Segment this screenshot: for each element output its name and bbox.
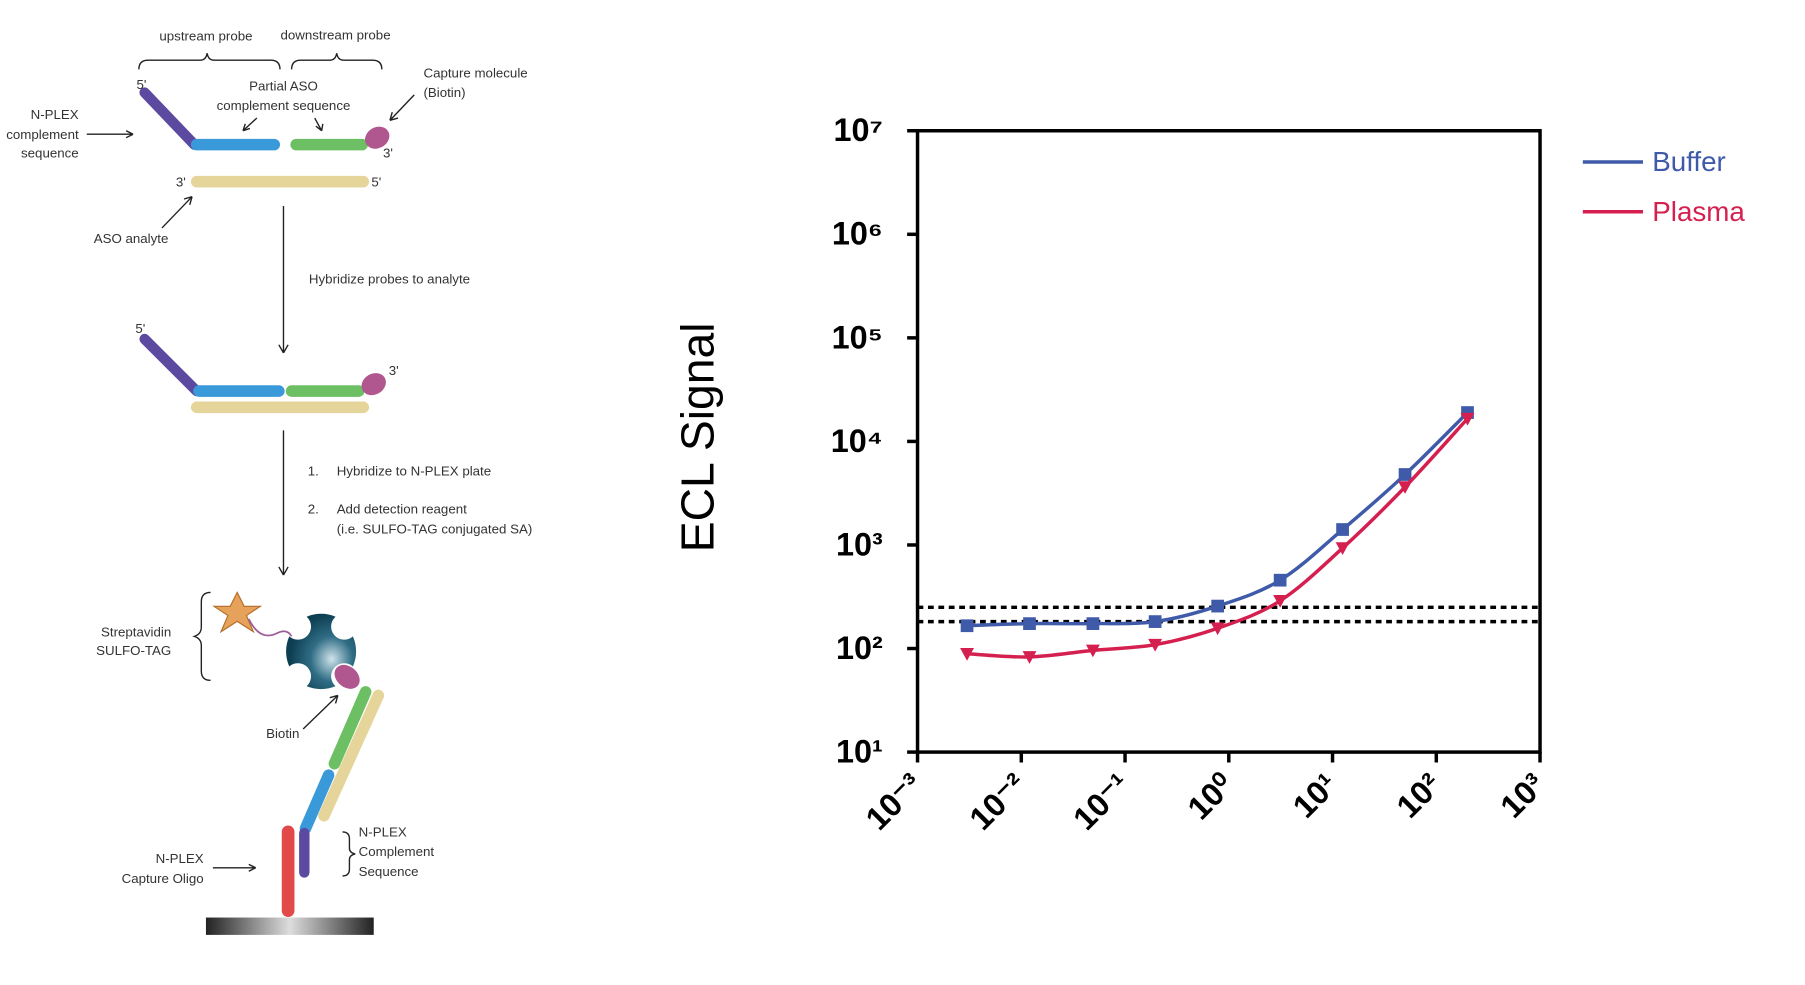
marker (1398, 468, 1412, 481)
diagram: upstream probe downstream probe Partial … (6, 27, 532, 935)
label: 3' (176, 174, 186, 189)
marker (1023, 617, 1036, 630)
label: Partial ASO complement sequence (217, 78, 351, 113)
label: Biotin (266, 726, 299, 741)
label: ASO analyte (94, 231, 169, 246)
x-tick-label: 10¹ (1286, 766, 1345, 825)
legend-label: Plasma (1652, 196, 1745, 227)
sulfo-tag (212, 591, 263, 634)
label: N-PLEX Complement Sequence (359, 825, 435, 879)
label: (i.e. SULFO-TAG conjugated SA) (337, 521, 533, 536)
label: 5' (135, 321, 145, 336)
rod (318, 689, 385, 822)
rod (299, 769, 335, 835)
label: 5' (137, 77, 147, 92)
label: 1. (308, 464, 319, 479)
y-tick-label: 10¹ (836, 733, 883, 769)
streptavidin (286, 613, 357, 690)
marker (1086, 617, 1100, 630)
biotin (334, 664, 360, 689)
arrow (86, 130, 134, 139)
arrow (242, 117, 258, 132)
y-tick-label: 10³ (836, 526, 883, 562)
linker (247, 618, 293, 637)
label: downstream probe (280, 27, 390, 42)
label: 3' (389, 363, 399, 378)
marker (1398, 481, 1412, 494)
label: 2. (308, 502, 319, 517)
arrow (314, 117, 324, 132)
marker (1211, 599, 1225, 613)
rod (139, 87, 200, 150)
marker (1210, 622, 1225, 636)
label: Capture molecule (Biotin) (423, 66, 527, 101)
marker (1273, 595, 1288, 608)
y-tick-label: 10⁶ (832, 216, 883, 252)
marker (1022, 651, 1037, 664)
brace (138, 53, 281, 70)
plot-frame (915, 129, 1542, 754)
brace (290, 53, 383, 70)
x-tick-label: 10⁻² (963, 766, 1034, 837)
biotin (361, 373, 386, 396)
x-tick-label: 10² (1390, 766, 1449, 825)
rod (328, 686, 372, 770)
brace (192, 591, 211, 682)
label: 3' (383, 145, 393, 160)
brace (342, 831, 356, 877)
label: Hybridize to N-PLEX plate (337, 464, 491, 479)
marker (1335, 542, 1350, 556)
marker (1085, 644, 1100, 658)
chart: ECL Signal 10¹ 10² 10³ 10⁴ 10⁵ 10⁶ 10⁷ 10⁻³ 10⁻²… (671, 112, 1745, 837)
y-tick-label: 10² (836, 630, 883, 666)
label: Streptavidin SULFO-TAG (96, 624, 171, 658)
label: upstream probe (159, 28, 252, 43)
marker (1460, 412, 1475, 426)
marker (960, 647, 974, 661)
biotin (365, 126, 390, 149)
label: N-PLEX complement sequence (6, 107, 79, 160)
marker (960, 619, 974, 633)
series-line (966, 417, 1469, 659)
label: Add detection reagent (337, 502, 467, 517)
marker (1148, 615, 1162, 628)
marker (1148, 638, 1163, 652)
series-line (966, 411, 1469, 628)
arrow (302, 694, 339, 730)
label: Hybridize probes to analyte (309, 271, 470, 286)
arrow (278, 430, 289, 576)
legend-label: Buffer (1652, 146, 1726, 177)
x-tick-label: 10⁻³ (859, 766, 930, 837)
rod (139, 333, 202, 397)
label: 5' (371, 174, 381, 189)
plate (205, 917, 374, 935)
arrow (278, 205, 289, 354)
marker (1273, 573, 1287, 587)
arrow (161, 196, 193, 229)
x-tick-label: 10⁻¹ (1066, 766, 1137, 837)
y-tick-label: 10⁴ (831, 423, 883, 459)
arrow (212, 863, 257, 872)
y-tick-label: 10⁷ (833, 112, 882, 148)
y-axis-label: ECL Signal (671, 322, 723, 552)
marker (1336, 523, 1349, 536)
y-tick-label: 10⁵ (832, 319, 883, 355)
x-tick-label: 10³ (1493, 766, 1552, 825)
x-tick-label: 10⁰ (1181, 766, 1241, 826)
arrow (389, 94, 415, 122)
label: N-PLEX Capture Oligo (122, 851, 204, 886)
